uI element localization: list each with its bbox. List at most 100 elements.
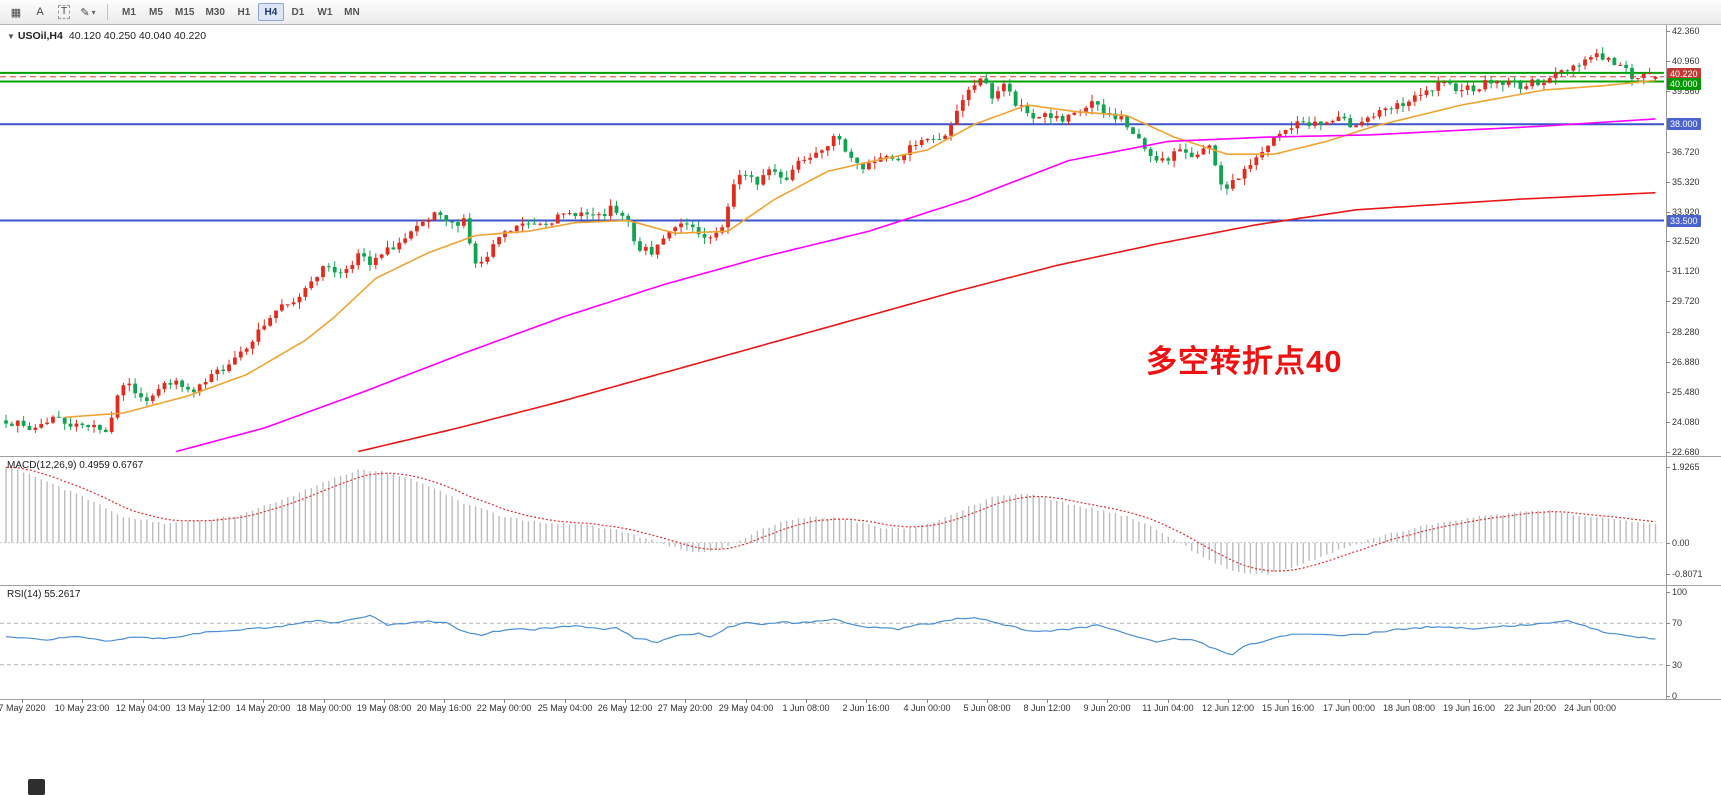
- price-tick-label: 36.720: [1672, 147, 1700, 157]
- time-tick: [1409, 699, 1410, 703]
- time-tick-label: 25 May 04:00: [537, 703, 593, 713]
- price-tick: [1666, 31, 1670, 32]
- macd-tick: [1666, 574, 1670, 575]
- timeframe-button-m30[interactable]: M30: [200, 3, 229, 21]
- price-tick: [1666, 422, 1670, 423]
- price-tick-label: 35.320: [1672, 177, 1700, 187]
- timeframe-button-m15[interactable]: M15: [170, 3, 199, 21]
- candlestick-series: [4, 47, 1658, 434]
- time-tick-label: 9 Jun 20:00: [1083, 703, 1131, 713]
- price-badge-38.000: 38.000: [1667, 118, 1701, 130]
- time-tick-label: 11 Jun 04:00: [1142, 703, 1194, 713]
- ohlc-values: 40.120 40.250 40.040 40.220: [68, 30, 207, 42]
- time-tick: [987, 699, 988, 703]
- price-tick-label: 28.280: [1672, 327, 1700, 337]
- timeframe-toolbar: M1 M5 M15 M30 H1 H4 D1 W1 MN: [116, 3, 365, 21]
- price-tick-label: 40.960: [1672, 56, 1700, 66]
- time-tick-label: 7 May 2020: [0, 703, 46, 713]
- rsi-tick: [1666, 665, 1670, 666]
- timeframe-button-h4[interactable]: H4: [257, 3, 284, 21]
- time-tick-label: 22 May 00:00: [476, 703, 532, 713]
- price-tick-label: 24.080: [1672, 417, 1700, 427]
- price-tick-label: 42.360: [1672, 26, 1700, 36]
- price-tick: [1666, 301, 1670, 302]
- price-tick-label: 26.880: [1672, 357, 1700, 367]
- price-badge-33.500: 33.500: [1667, 215, 1701, 227]
- time-tick: [444, 699, 445, 703]
- time-tick-label: 18 Jun 08:00: [1382, 703, 1436, 713]
- time-tick: [504, 699, 505, 703]
- timeframe-button-m5[interactable]: M5: [143, 3, 169, 21]
- time-tick: [1228, 699, 1229, 703]
- price-badge-40.220: 40.220: [1667, 68, 1701, 80]
- collapse-arrow-icon[interactable]: ▼: [7, 32, 15, 41]
- price-tick-label: 25.480: [1672, 387, 1700, 397]
- time-tick-label: 26 May 12:00: [597, 703, 653, 713]
- time-tick: [82, 699, 83, 703]
- time-tick: [203, 699, 204, 703]
- text-frame-tool-button[interactable]: T: [53, 2, 75, 22]
- macd-histogram: [5, 467, 1657, 575]
- timeframe-button-mn[interactable]: MN: [339, 3, 365, 21]
- time-tick-label: 24 Jun 00:00: [1563, 703, 1617, 713]
- chart-annotation-text[interactable]: 多空转折点40: [1146, 344, 1343, 379]
- drawing-toolbar: ▦ A T ✎ ▾: [5, 2, 99, 22]
- time-tick-label: 27 May 20:00: [657, 703, 713, 713]
- price-tick: [1666, 91, 1670, 92]
- price-tick: [1666, 182, 1670, 183]
- price-tick-label: 39.560: [1672, 86, 1700, 96]
- price-chart-canvas[interactable]: [0, 25, 1666, 456]
- price-tick-label: 32.520: [1672, 236, 1700, 246]
- time-tick-label: 13 May 12:00: [175, 703, 231, 713]
- chart-panels-button[interactable]: ▦: [5, 2, 27, 22]
- rsi-tick-label: 70: [1672, 618, 1683, 628]
- price-tick: [1666, 332, 1670, 333]
- time-tick: [384, 699, 385, 703]
- time-tick: [1590, 699, 1591, 703]
- horizontal-line-objects[interactable]: [0, 71, 1664, 222]
- drawing-tools-button[interactable]: ✎ ▾: [77, 2, 99, 22]
- time-tick-label: 22 Jun 20:00: [1503, 703, 1557, 713]
- toolbar-separator: [107, 4, 108, 20]
- timeframe-button-h1[interactable]: H1: [231, 3, 257, 21]
- symbol-period-label: USOil,H4: [17, 30, 63, 42]
- top-toolbar: ▦ A T ✎ ▾ M1 M5 M15 M30 H1 H4 D1 W1 MN: [0, 0, 1721, 25]
- price-tick-label: 22.680: [1672, 447, 1700, 457]
- time-tick-label: 29 May 04:00: [718, 703, 774, 713]
- macd-tick-label: 1.9265: [1672, 462, 1700, 472]
- time-tick: [1107, 699, 1108, 703]
- time-scale[interactable]: [0, 699, 1721, 718]
- timeframe-button-m1[interactable]: M1: [116, 3, 142, 21]
- timeframe-button-d1[interactable]: D1: [285, 3, 311, 21]
- time-tick: [746, 699, 747, 703]
- price-tick-label: 33.920: [1672, 207, 1700, 217]
- rsi-canvas[interactable]: [0, 586, 1666, 699]
- price-tick: [1666, 392, 1670, 393]
- price-tick: [1666, 212, 1670, 213]
- time-tick: [1530, 699, 1531, 703]
- time-tick-label: 10 May 23:00: [54, 703, 110, 713]
- price-tick: [1666, 362, 1670, 363]
- time-tick-label: 12 Jun 12:00: [1201, 703, 1255, 713]
- macd-canvas[interactable]: [0, 457, 1666, 585]
- price-tick: [1666, 452, 1670, 453]
- time-tick: [685, 699, 686, 703]
- time-tick-label: 20 May 16:00: [416, 703, 472, 713]
- time-tick-label: 17 Jun 00:00: [1322, 703, 1376, 713]
- time-tick-label: 19 May 08:00: [356, 703, 412, 713]
- time-tick-label: 15 Jun 16:00: [1261, 703, 1315, 713]
- ma-fast-orange-line: [64, 79, 1656, 419]
- macd-signal-line: [6, 466, 1656, 572]
- price-badge-40.000: 40.000: [1667, 78, 1701, 90]
- text-tool-button[interactable]: A: [29, 2, 51, 22]
- main-macd-splitter[interactable]: [0, 456, 1721, 457]
- timeframe-button-w1[interactable]: W1: [312, 3, 338, 21]
- time-tick: [806, 699, 807, 703]
- macd-rsi-splitter[interactable]: [0, 585, 1721, 586]
- price-scale[interactable]: [1666, 25, 1721, 699]
- price-tick: [1666, 152, 1670, 153]
- time-tick-label: 14 May 20:00: [235, 703, 291, 713]
- time-tick: [866, 699, 867, 703]
- macd-tick-label: 0.00: [1672, 538, 1690, 548]
- rsi-tick: [1666, 592, 1670, 593]
